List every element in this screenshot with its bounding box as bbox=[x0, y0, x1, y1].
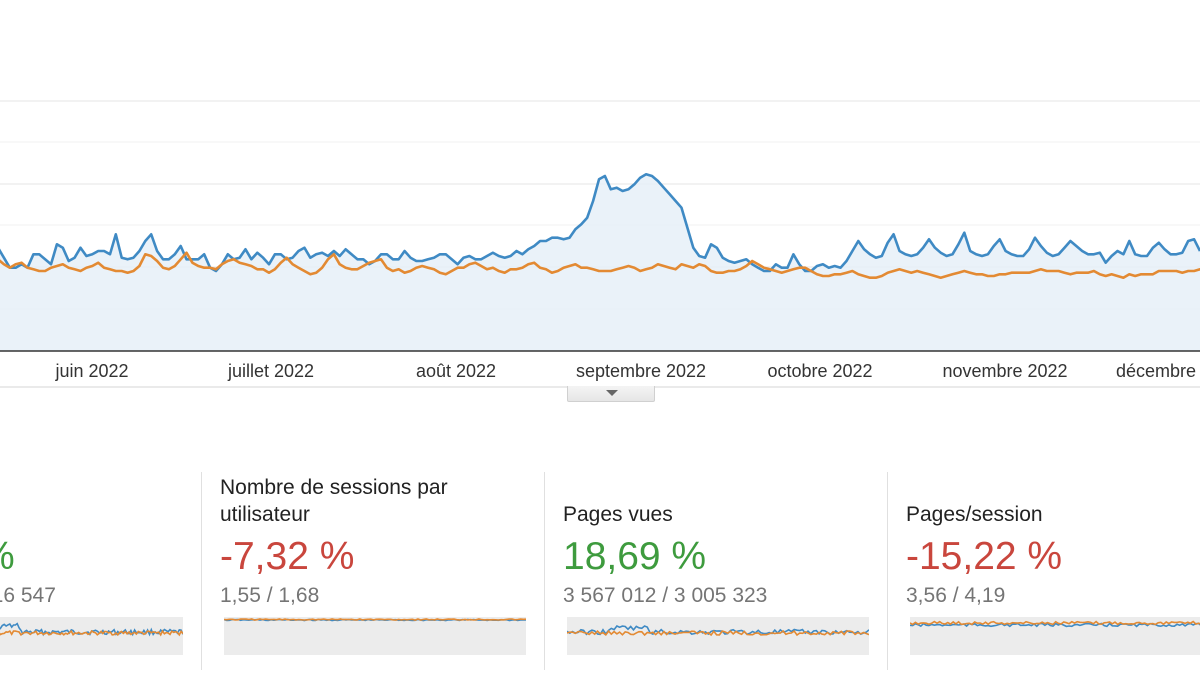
x-tick-label: novembre 2022 bbox=[942, 361, 1067, 381]
metric-divider bbox=[201, 472, 202, 670]
metric-values: 3 567 012 / 3 005 323 bbox=[563, 584, 768, 607]
orange-sparkline-series bbox=[567, 629, 869, 637]
metric-values: 3,56 / 4,19 bbox=[906, 584, 1006, 607]
chevron-down-icon bbox=[606, 390, 618, 396]
x-tick-label: octobre 2022 bbox=[767, 361, 872, 381]
orange-sparkline-series bbox=[224, 618, 526, 621]
metric-values: 1,55 / 1,68 bbox=[220, 584, 320, 607]
metric-percent-change: % bbox=[0, 532, 15, 582]
sessions-line-chart: juin 2022 juillet 2022 août 2022 septembre … bbox=[0, 100, 1200, 388]
metric-card-sessions-per-user[interactable]: Nombre de sessions par utilisateur -7,32… bbox=[220, 470, 530, 670]
metric-card-pageviews[interactable]: Pages vues 18,69 % 3 567 012 / 3 005 323 bbox=[563, 470, 873, 670]
metric-sparkline bbox=[0, 617, 183, 655]
metric-sparkline bbox=[910, 617, 1200, 655]
x-tick-label: juillet 2022 bbox=[227, 361, 314, 381]
metric-sparkline bbox=[224, 617, 526, 655]
x-tick-label: juin 2022 bbox=[54, 361, 128, 381]
orange-sparkline-series bbox=[0, 629, 183, 637]
chart-collapse-handle[interactable] bbox=[567, 386, 655, 402]
x-tick-label: août 2022 bbox=[416, 361, 496, 381]
metric-title: Pages/session bbox=[906, 503, 1043, 526]
x-axis: juin 2022 juillet 2022 août 2022 septembre … bbox=[0, 350, 1200, 388]
blue-series-area-fill bbox=[0, 174, 1200, 351]
blue-series-line bbox=[0, 173, 1200, 273]
metric-divider bbox=[544, 472, 545, 670]
metric-title: Nombre de sessions par utilisateur bbox=[220, 476, 448, 526]
metric-card-users[interactable]: % 716 547 bbox=[0, 470, 190, 670]
metric-title: Pages vues bbox=[563, 503, 673, 526]
orange-series-line bbox=[0, 251, 1200, 279]
metric-values: 716 547 bbox=[0, 584, 56, 607]
metrics-panel: % 716 547 Nombre de sessions par utilisa… bbox=[0, 470, 1200, 670]
metric-divider bbox=[887, 472, 888, 670]
metric-percent-change: -15,22 % bbox=[906, 535, 1063, 578]
x-tick-label: septembre 2022 bbox=[576, 361, 706, 381]
orange-sparkline-series bbox=[910, 620, 1200, 626]
x-tick-label: décembre bbox=[1116, 361, 1196, 381]
metric-percent-change: -7,32 % bbox=[220, 535, 355, 578]
metric-card-pages-per-session[interactable]: Pages/session -15,22 % 3,56 / 4,19 bbox=[906, 470, 1200, 670]
metric-sparkline bbox=[567, 617, 869, 655]
metric-percent-change: 18,69 % bbox=[563, 535, 707, 578]
